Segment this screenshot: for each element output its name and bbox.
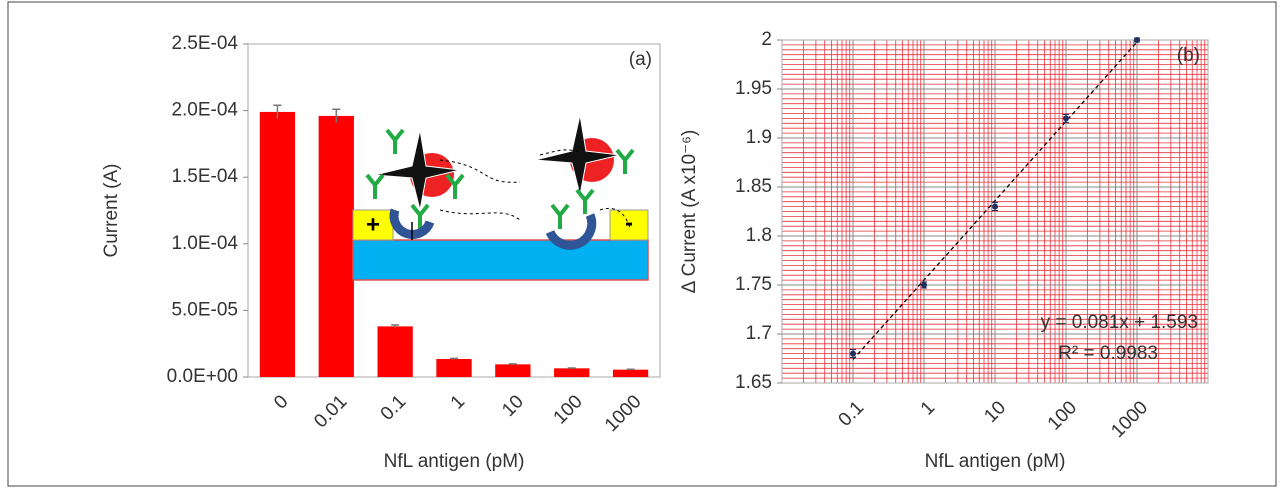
x-tick-label: 1 (447, 391, 469, 413)
substrate (352, 239, 649, 281)
bar (436, 359, 472, 377)
error-bar (508, 363, 517, 365)
trendline-equation: y = 0.081x + 1.593 (1041, 312, 1198, 333)
x-axis-label: NfL antigen (pM) (384, 451, 525, 472)
star-particle (534, 114, 621, 196)
y-axis-label: Δ Current (A x10⁻⁶) (679, 130, 700, 294)
y-tick-label: 2.5E-04 (171, 33, 238, 54)
panel-annotation: (b) (1177, 45, 1200, 66)
error-bar (450, 357, 458, 360)
aptamer (545, 213, 597, 250)
bar (318, 115, 354, 377)
y-tick-label: 1.8 (746, 225, 772, 246)
y-tick-label: 2.0E-04 (171, 100, 238, 121)
plot-frame (247, 43, 661, 378)
antibody (615, 148, 635, 174)
antibody (445, 173, 465, 199)
error-bar (567, 367, 576, 369)
y-tick-label: 5.0E-05 (171, 299, 238, 320)
y-tick-label: 1.0E-04 (171, 233, 238, 254)
y-axis-label: Current (A) (101, 164, 122, 258)
bar (495, 364, 531, 377)
point (850, 350, 856, 357)
plot-frame (781, 39, 1209, 384)
x-tick-label: 1000 (1107, 397, 1152, 442)
y-tick-label: 1.7 (746, 323, 772, 344)
bar (612, 369, 649, 377)
inset-label: + (366, 211, 380, 238)
inset-label: - (625, 209, 633, 236)
star-particle (374, 129, 461, 211)
antibody (410, 203, 430, 229)
point (992, 203, 998, 210)
bar (377, 326, 413, 377)
point (1134, 37, 1140, 43)
figure-border (7, 1, 1277, 487)
r-squared: R² = 0.9983 (1058, 343, 1158, 364)
y-tick-label: 2 (761, 29, 772, 50)
error-bar (391, 324, 400, 328)
x-tick-label: 0 (270, 391, 292, 413)
antibody (385, 128, 405, 154)
y-tick-label: 1.9 (746, 127, 772, 148)
x-tick-label: 10 (980, 397, 1010, 427)
x-tick-label: 1000 (601, 391, 646, 436)
y-tick-label: 1.75 (735, 274, 772, 295)
x-tick-label: 0.1 (377, 391, 411, 425)
y-tick-label: 1.95 (735, 78, 772, 99)
x-tick-label: 1 (917, 397, 939, 419)
antibody (365, 173, 385, 199)
error-bar (626, 368, 635, 371)
x-tick-label: 0.01 (310, 391, 351, 432)
x-tick-label: 100 (1044, 397, 1081, 434)
bar (554, 368, 590, 377)
point (1063, 115, 1069, 122)
antibody (575, 188, 595, 214)
inset-illustration: + - (352, 114, 649, 281)
aptamer (389, 208, 435, 239)
y-tick-label: 0.0E+00 (167, 366, 238, 387)
error-bar (273, 104, 282, 119)
panel-annotation: (a) (629, 49, 652, 70)
y-tick-label: 1.5E-04 (171, 166, 238, 187)
x-tick-label: 100 (550, 391, 587, 428)
point (921, 282, 927, 288)
electrode (352, 209, 394, 241)
x-tick-label: 0.1 (835, 397, 869, 431)
antibody (550, 203, 570, 229)
x-tick-label: 10 (498, 391, 528, 421)
bar (259, 111, 296, 377)
y-tick-label: 1.65 (735, 372, 772, 393)
error-bar (332, 108, 341, 123)
y-tick-label: 1.85 (735, 176, 772, 197)
x-axis-label: NfL antigen (pM) (925, 451, 1066, 472)
trendline (852, 41, 1138, 360)
